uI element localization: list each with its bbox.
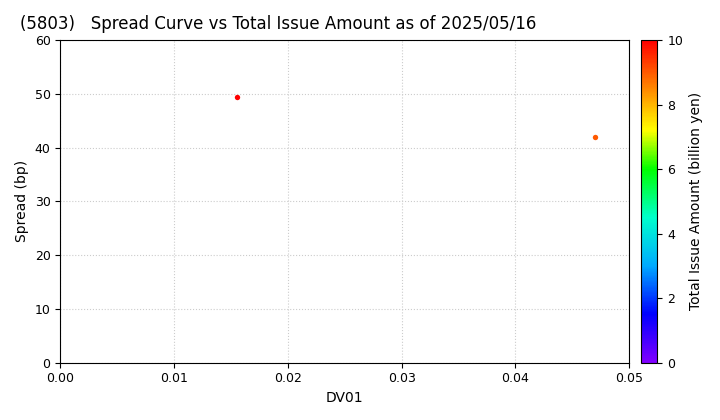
X-axis label: DV01: DV01 <box>326 391 364 405</box>
Point <box>589 134 600 140</box>
Y-axis label: Total Issue Amount (billion yen): Total Issue Amount (billion yen) <box>688 92 703 310</box>
Point <box>231 93 243 100</box>
Y-axis label: Spread (bp): Spread (bp) <box>15 160 29 242</box>
Text: (5803)   Spread Curve vs Total Issue Amount as of 2025/05/16: (5803) Spread Curve vs Total Issue Amoun… <box>20 15 537 33</box>
